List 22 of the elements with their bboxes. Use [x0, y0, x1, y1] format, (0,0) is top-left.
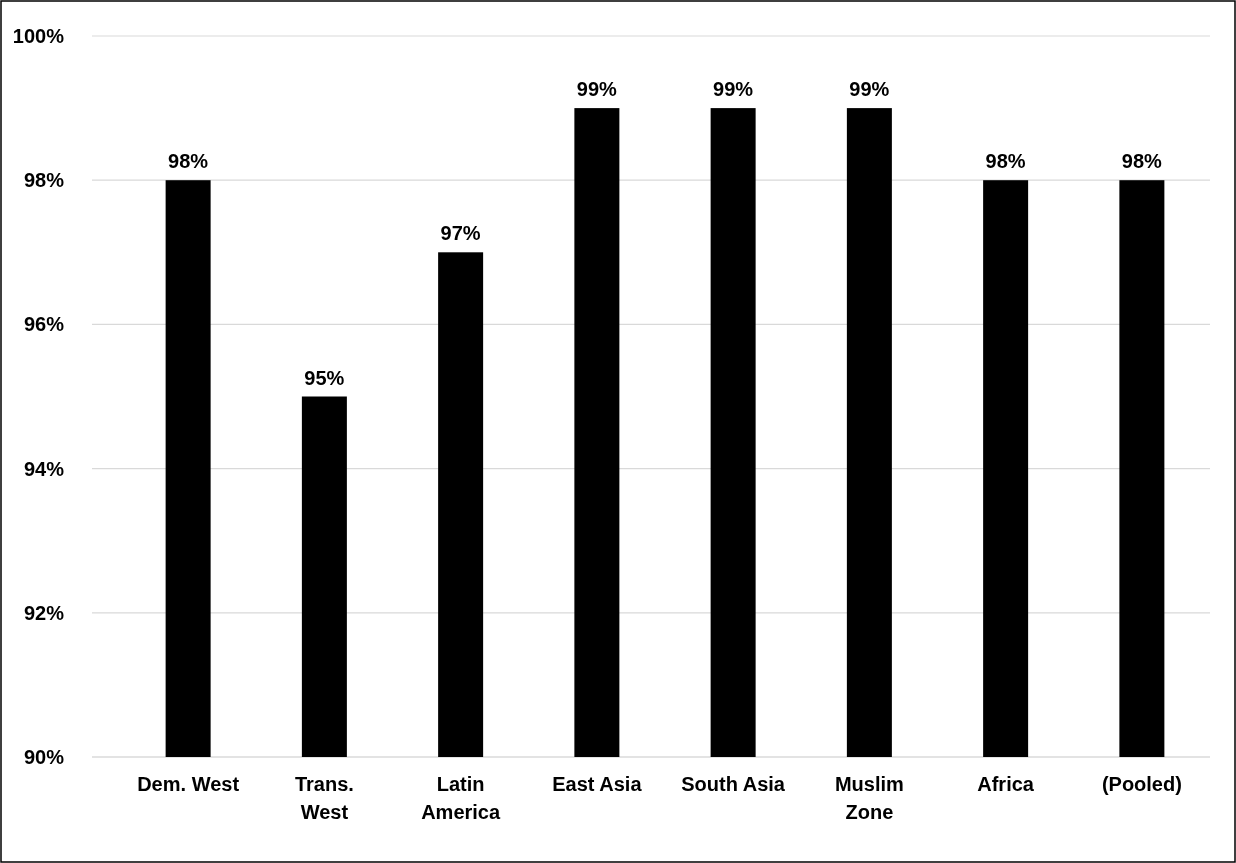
y-tick-label: 98% [23, 169, 65, 192]
x-tick-label: South Asia [681, 773, 786, 795]
x-tick-label: Dem. West [137, 773, 240, 795]
y-tick-label: 96% [23, 313, 65, 336]
data-label: 98% [985, 150, 1026, 173]
data-label: 98% [1121, 150, 1163, 173]
x-tick-label: Latin America [421, 773, 501, 823]
x-tick-label: Trans. West [294, 773, 354, 823]
y-tick-label: 94% [23, 457, 65, 480]
data-label: 98% [168, 150, 209, 173]
y-tick-label: 92% [23, 601, 65, 624]
y-tick-label: 90% [23, 746, 65, 768]
data-label: 99% [576, 78, 618, 101]
x-tick-label: Muslim Zone [834, 773, 904, 823]
y-tick-label: 100% [12, 25, 65, 47]
data-label: 99% [849, 78, 890, 101]
x-tick-label: Africa [977, 773, 1035, 795]
data-label: 99% [713, 78, 754, 101]
data-label: 97% [440, 222, 481, 245]
x-tick-label: East Asia [552, 773, 643, 795]
data-label: 95% [304, 366, 345, 389]
x-tick-label: (Pooled) [1101, 773, 1182, 795]
